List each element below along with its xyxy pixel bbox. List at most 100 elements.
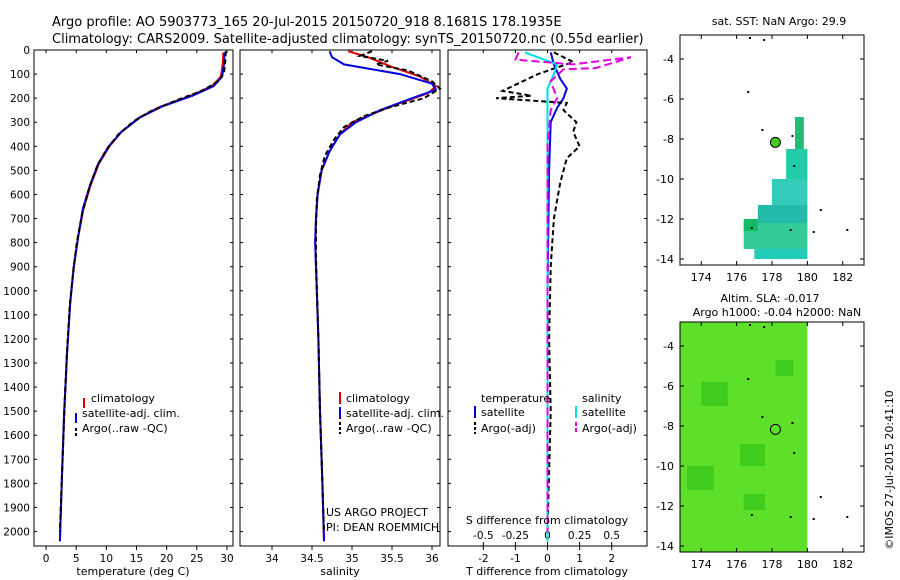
island-mark (747, 378, 750, 380)
temperature-legend: climatology satellite-adj. clim. Argo(..… (75, 392, 180, 438)
sst-map-coverage (743, 117, 808, 259)
sla-coverage-patch (701, 382, 728, 406)
sla-coverage-patch (743, 494, 765, 510)
island-mark (846, 516, 849, 518)
depth-tick-label: 1200 (3, 334, 30, 346)
depth-tick-label: 1500 (3, 406, 30, 418)
lat-tick-label: -12 (656, 500, 674, 513)
sla-map-subtitle: Argo h1000: -0.04 h2000: NaN (693, 306, 862, 319)
legend-argo-label: Argo(..raw -QC) (346, 422, 432, 435)
island-mark (819, 496, 822, 498)
island-mark (761, 129, 764, 131)
legend-clim-label: climatology (91, 392, 155, 405)
sst-coverage-block (795, 117, 804, 149)
x-tick-label: 35.5 (380, 553, 403, 565)
x-tick-label: 0 (43, 553, 50, 565)
island-mark (791, 422, 794, 424)
depth-tick-label: 0 (23, 45, 30, 57)
difference-legend: temperature salinity satellite Argo(-adj… (474, 392, 637, 435)
legend-clim-label: climatology (346, 392, 410, 405)
island-mark (846, 229, 849, 231)
series-line (314, 50, 438, 542)
sst-coverage-block (786, 149, 808, 179)
depth-tick-label: 800 (10, 238, 30, 250)
depth-tick-label: 200 (10, 93, 30, 105)
island-mark (791, 135, 794, 137)
lat-tick-label: -10 (656, 173, 674, 186)
series-line (496, 51, 581, 532)
lon-tick-label: 182 (832, 271, 853, 284)
sla-map-coverage (680, 322, 808, 552)
lat-tick-label: -4 (663, 53, 674, 66)
island-mark (789, 516, 792, 518)
lat-tick-label: -10 (656, 460, 674, 473)
x-tick-label: 25 (190, 553, 203, 565)
salinity-legend: climatology satellite-adj. clim. Argo(..… (339, 392, 444, 435)
temperature-xlabel: temperature (deg C) (76, 565, 189, 578)
x-tick-label: 5 (73, 553, 80, 565)
x-tick-label: 2 (608, 553, 615, 565)
x-tick-label: 30 (220, 553, 233, 565)
lon-tick-label: 176 (726, 271, 747, 284)
lon-tick-label: 176 (726, 558, 747, 571)
s-tick-label: 0.5 (603, 530, 620, 542)
island-mark (789, 229, 792, 231)
difference-panel: -2 -1 0 1 2 -0.5 -0.25 0 0.25 0.5 T difference f… (447, 49, 648, 578)
depth-tick-label: 1400 (3, 382, 30, 394)
sst-coverage-block (772, 179, 808, 205)
x-tick-label: 10 (100, 553, 113, 565)
x-tick-label: 34.5 (300, 553, 323, 565)
x-tick-label: 1 (576, 553, 583, 565)
depth-tick-label: 500 (10, 165, 30, 177)
series-line (58, 51, 227, 532)
salinity-xlabel: salinity (320, 565, 360, 578)
lat-tick-label: -6 (663, 93, 674, 106)
island-mark (819, 209, 822, 211)
difference-depth-ticks (448, 49, 647, 533)
argo-float-marker (769, 423, 781, 435)
argo-float-marker (769, 136, 781, 148)
t-difference-xlabel: T difference from climatology (465, 565, 628, 578)
sla-coverage-patch (740, 444, 765, 466)
lon-tick-label: 180 (797, 558, 818, 571)
island-mark (750, 514, 753, 516)
sst-map-panel: sat. SST: NaN Argo: 29.9 174 176 178 180 182… (656, 15, 865, 284)
lat-tick-label: -14 (656, 540, 674, 553)
temperature-axis-ticks: 0 5 10 15 20 25 30 (43, 50, 234, 565)
island-mark (749, 324, 751, 326)
lon-tick-label: 174 (691, 558, 712, 571)
depth-tick-label: 100 (10, 69, 30, 81)
depth-axis-ticks: 0 100 200 300 400 500 600 700 800 900 1000 1100 1200… (3, 45, 233, 539)
depth-tick-label: 300 (10, 117, 30, 129)
legend-s-sat-label: satellite (582, 406, 626, 419)
sst-map-islands (747, 37, 849, 233)
s-tick-label: 0.25 (568, 530, 591, 542)
sst-coverage-block (743, 219, 758, 231)
series-line (58, 52, 225, 542)
lat-tick-label: -6 (663, 380, 674, 393)
sla-coverage-patch (687, 466, 714, 490)
series-line (314, 50, 438, 542)
credit-label: ©IMOS 27-Jul-2015 20:41:10 (883, 390, 896, 550)
depth-tick-label: 1600 (3, 430, 30, 442)
sla-coverage-field (680, 322, 808, 552)
header-title: Argo profile: AO 5903773_165 20-Jul-2015… (52, 15, 562, 30)
lon-tick-label: 178 (762, 558, 783, 571)
depth-tick-label: 700 (10, 214, 30, 226)
island-mark (793, 165, 796, 167)
sst-coverage-block (757, 205, 808, 227)
s-difference-xlabel: S difference from climatology (466, 514, 629, 527)
salinity-panel: 34 34.5 35 35.5 36 salinity climatology sate… (239, 49, 444, 578)
s-tick-label: -0.25 (502, 530, 529, 542)
depth-tick-label: 400 (10, 141, 30, 153)
project-label: US ARGO PROJECT (326, 506, 428, 519)
lon-tick-label: 182 (832, 558, 853, 571)
series-line (513, 51, 632, 532)
salinity-depth-ticks (240, 49, 440, 533)
lat-tick-label: -8 (663, 133, 674, 146)
depth-tick-label: 1700 (3, 454, 30, 466)
lon-tick-label: 178 (762, 271, 783, 284)
temperature-panel: 0100200300400500600700800900100011001200… (3, 45, 233, 578)
legend-sat-label: satellite-adj. clim. (82, 407, 180, 420)
